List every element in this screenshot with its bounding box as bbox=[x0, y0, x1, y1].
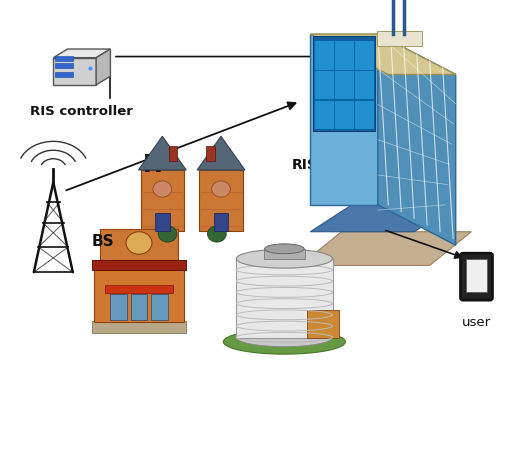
Polygon shape bbox=[310, 205, 456, 232]
FancyBboxPatch shape bbox=[314, 101, 334, 129]
FancyBboxPatch shape bbox=[110, 295, 126, 320]
FancyBboxPatch shape bbox=[169, 147, 177, 162]
FancyBboxPatch shape bbox=[314, 41, 334, 70]
Polygon shape bbox=[96, 50, 111, 86]
Circle shape bbox=[208, 226, 226, 243]
FancyBboxPatch shape bbox=[354, 41, 374, 70]
FancyBboxPatch shape bbox=[100, 230, 179, 262]
Polygon shape bbox=[197, 137, 245, 170]
FancyBboxPatch shape bbox=[55, 57, 73, 62]
Polygon shape bbox=[313, 37, 375, 131]
FancyBboxPatch shape bbox=[466, 260, 487, 292]
FancyBboxPatch shape bbox=[264, 250, 305, 260]
FancyBboxPatch shape bbox=[354, 101, 374, 129]
FancyBboxPatch shape bbox=[130, 295, 147, 320]
FancyBboxPatch shape bbox=[94, 270, 184, 322]
Polygon shape bbox=[310, 35, 378, 205]
FancyBboxPatch shape bbox=[236, 259, 333, 338]
Text: user: user bbox=[462, 315, 491, 328]
FancyBboxPatch shape bbox=[334, 41, 354, 70]
FancyBboxPatch shape bbox=[105, 285, 173, 293]
Polygon shape bbox=[310, 35, 456, 75]
Polygon shape bbox=[378, 35, 456, 246]
FancyBboxPatch shape bbox=[460, 253, 493, 300]
Text: $\mathbf{H}$: $\mathbf{H}$ bbox=[142, 153, 162, 176]
FancyBboxPatch shape bbox=[199, 170, 243, 231]
FancyBboxPatch shape bbox=[140, 170, 184, 231]
Ellipse shape bbox=[236, 328, 333, 347]
FancyBboxPatch shape bbox=[155, 214, 170, 231]
Polygon shape bbox=[138, 137, 186, 170]
Polygon shape bbox=[53, 59, 96, 86]
Ellipse shape bbox=[223, 330, 346, 354]
Text: $\mathbf{h}$: $\mathbf{h}$ bbox=[433, 219, 447, 237]
FancyBboxPatch shape bbox=[354, 71, 374, 100]
FancyBboxPatch shape bbox=[55, 73, 73, 78]
FancyBboxPatch shape bbox=[307, 310, 339, 338]
Polygon shape bbox=[300, 232, 471, 266]
Ellipse shape bbox=[236, 250, 333, 268]
Text: RIS: RIS bbox=[292, 158, 318, 172]
Circle shape bbox=[212, 182, 230, 198]
Circle shape bbox=[126, 232, 152, 255]
FancyBboxPatch shape bbox=[207, 147, 215, 162]
Text: RIS controller: RIS controller bbox=[30, 105, 133, 118]
FancyBboxPatch shape bbox=[92, 261, 186, 271]
FancyBboxPatch shape bbox=[92, 322, 186, 334]
Circle shape bbox=[158, 226, 177, 243]
FancyBboxPatch shape bbox=[334, 71, 354, 100]
FancyBboxPatch shape bbox=[377, 32, 422, 46]
FancyBboxPatch shape bbox=[334, 101, 354, 129]
FancyBboxPatch shape bbox=[213, 214, 228, 231]
FancyBboxPatch shape bbox=[314, 71, 334, 100]
FancyBboxPatch shape bbox=[151, 295, 168, 320]
Text: BS: BS bbox=[91, 234, 114, 249]
Ellipse shape bbox=[265, 244, 304, 254]
Polygon shape bbox=[53, 50, 111, 59]
Circle shape bbox=[153, 182, 172, 198]
FancyBboxPatch shape bbox=[55, 64, 73, 69]
